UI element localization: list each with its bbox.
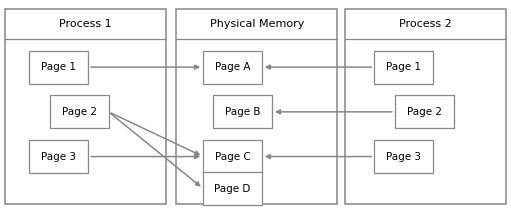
Bar [176,9,337,204]
Bar [374,50,433,83]
Text: Page 2: Page 2 [407,107,442,117]
Text: Page 3: Page 3 [41,152,76,161]
Text: Page 3: Page 3 [386,152,421,161]
Text: Page D: Page D [214,184,251,193]
Bar [203,172,262,205]
Bar [214,95,272,128]
Bar [203,50,262,83]
Text: Process 2: Process 2 [399,19,452,29]
Bar [30,50,88,83]
Text: Page C: Page C [215,152,250,161]
Text: Page 1: Page 1 [41,62,76,72]
Bar [345,9,506,204]
Text: Page 1: Page 1 [386,62,421,72]
Bar [5,9,166,204]
Text: Physical Memory: Physical Memory [210,19,304,29]
Bar [394,95,454,128]
Bar [203,140,262,173]
Bar [374,140,433,173]
Bar [50,95,109,128]
Text: Page A: Page A [215,62,250,72]
Text: Page 2: Page 2 [62,107,97,117]
Text: Process 1: Process 1 [59,19,112,29]
Text: Page B: Page B [225,107,261,117]
Bar [30,140,88,173]
